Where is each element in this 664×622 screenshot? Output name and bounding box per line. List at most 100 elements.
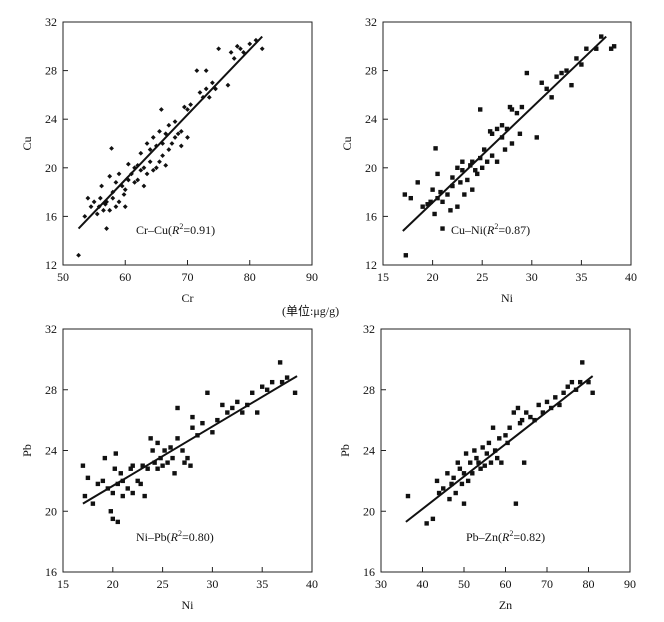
data-point: [225, 410, 230, 415]
data-point: [513, 501, 519, 506]
data-point: [141, 165, 147, 171]
data-point: [511, 410, 516, 415]
data-point: [102, 455, 108, 461]
data-point: [509, 107, 515, 112]
data-point: [181, 104, 187, 110]
data-point: [488, 460, 494, 465]
data-point: [113, 451, 118, 456]
regression-line: [77, 35, 263, 230]
x-tick-label: 70: [541, 577, 553, 591]
data-point: [557, 402, 562, 408]
data-point: [185, 455, 190, 461]
data-point: [420, 204, 425, 209]
data-point: [206, 94, 212, 100]
data-point: [455, 460, 460, 465]
data-point: [157, 128, 162, 134]
data-point: [216, 46, 222, 52]
x-tick-label: 30: [206, 577, 218, 591]
y-tick-label: 20: [45, 504, 57, 518]
data-point: [138, 167, 144, 173]
data-point: [279, 379, 285, 385]
data-point: [540, 410, 546, 415]
data-point: [434, 478, 440, 484]
data-point: [121, 192, 127, 197]
data-point: [484, 159, 490, 164]
data-point: [197, 90, 203, 95]
data-point: [168, 445, 173, 450]
regression-line: [82, 375, 298, 505]
y-tick-label: 32: [45, 322, 57, 336]
data-point: [220, 402, 225, 408]
data-point: [430, 187, 435, 192]
y-tick-label: 20: [363, 504, 375, 518]
x-tick-label: 70: [182, 270, 194, 284]
data-point: [247, 41, 253, 47]
data-point: [465, 478, 471, 484]
data-point: [517, 420, 523, 426]
y-tick-label: 28: [363, 383, 375, 397]
data-point: [115, 519, 120, 525]
data-point: [515, 405, 521, 411]
x-axis-label: Ni: [501, 291, 514, 305]
data-point: [524, 70, 530, 76]
data-point: [484, 451, 490, 456]
data-point: [228, 49, 234, 55]
y-tick-label: 16: [45, 565, 57, 579]
data-point: [95, 481, 101, 487]
data-point: [145, 466, 150, 471]
data-point: [487, 129, 493, 134]
data-point: [116, 171, 122, 177]
data-point: [428, 199, 433, 205]
scatter-points: [405, 360, 595, 526]
data-point: [447, 496, 452, 502]
data-point: [140, 463, 145, 468]
data-point: [132, 165, 137, 171]
data-point: [569, 379, 575, 385]
x-tick-label: 90: [306, 270, 318, 284]
data-point: [574, 56, 579, 61]
data-point: [507, 104, 513, 110]
y-tick-label: 16: [45, 209, 57, 223]
y-tick-label: 16: [365, 209, 377, 223]
data-point: [172, 135, 178, 140]
data-point: [450, 175, 455, 180]
data-point: [138, 481, 143, 487]
data-point: [473, 168, 478, 173]
data-point: [544, 399, 550, 405]
data-point: [403, 253, 409, 258]
data-point: [180, 448, 185, 453]
data-point: [150, 167, 156, 173]
data-point: [480, 165, 485, 170]
x-tick-label: 80: [244, 270, 256, 284]
data-point: [116, 199, 122, 205]
data-point: [172, 119, 178, 125]
data-point: [241, 49, 246, 55]
data-point: [264, 387, 270, 392]
data-point: [118, 471, 123, 476]
regression-line: [402, 35, 607, 232]
x-tick-label: 30: [375, 577, 387, 591]
data-point: [470, 187, 475, 192]
data-point: [157, 159, 162, 165]
y-tick-label: 12: [365, 258, 377, 272]
data-point: [451, 475, 456, 481]
y-axis-label: Cu: [340, 136, 354, 150]
data-point: [203, 86, 209, 92]
data-point: [259, 46, 265, 52]
x-tick-label: 25: [476, 270, 488, 284]
y-tick-label: 24: [45, 112, 57, 126]
data-point: [292, 390, 298, 395]
data-point: [461, 471, 467, 476]
data-point: [460, 159, 465, 164]
y-tick-label: 16: [363, 565, 375, 579]
correlation-annotation: Pb–Zn(R2=0.82): [466, 529, 545, 544]
data-point: [455, 165, 460, 170]
data-point: [478, 107, 483, 112]
data-point: [169, 141, 175, 146]
data-point: [448, 208, 453, 213]
data-point: [148, 436, 153, 441]
data-point: [470, 159, 475, 164]
data-point: [122, 204, 128, 210]
data-point: [135, 177, 141, 183]
data-point: [474, 455, 479, 461]
